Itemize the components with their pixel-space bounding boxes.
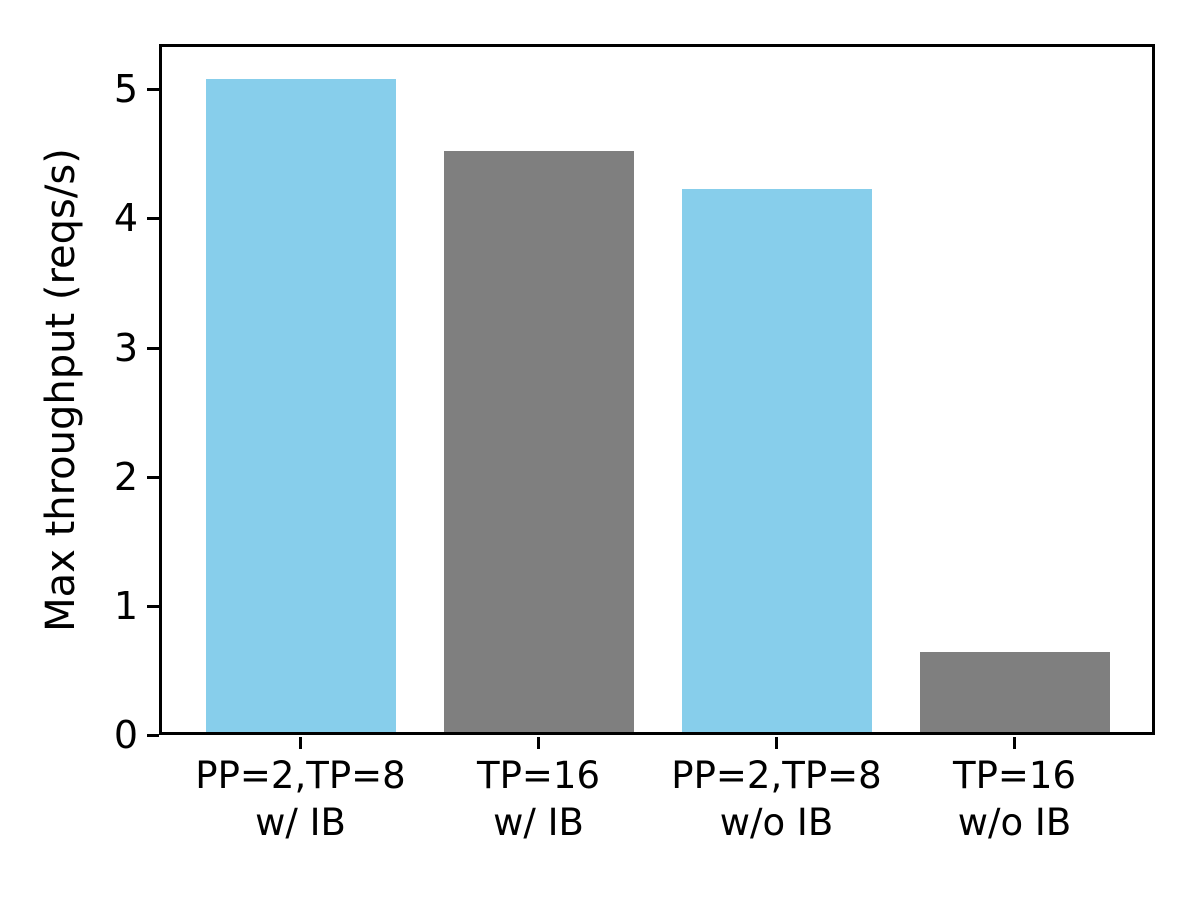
x-tick-label-0-line-1: w/ IB [255, 800, 346, 844]
x-tick-label-0-line-0: PP=2,TP=8 [195, 754, 406, 797]
x-tick-mark-2 [775, 737, 778, 749]
x-tick-label-2-line-1: w/o IB [719, 800, 834, 844]
y-tick-label-5: 5 [113, 67, 138, 111]
y-tick-label-1: 1 [113, 584, 138, 628]
y-tick-label-4: 4 [113, 196, 138, 240]
x-tick-label-3-line-0: TP=16 [953, 754, 1076, 797]
x-tick-label-3-line-1: w/o IB [957, 800, 1072, 844]
y-tick-mark-4 [147, 217, 159, 220]
y-tick-mark-3 [147, 347, 159, 350]
y-tick-mark-5 [147, 88, 159, 91]
x-tick-label-1: TP=16 w/ IB [477, 753, 600, 846]
bar-3 [920, 652, 1110, 735]
x-tick-label-0: PP=2,TP=8 w/ IB [195, 753, 405, 846]
x-tick-label-2-line-0: PP=2,TP=8 [671, 754, 882, 797]
x-tick-mark-0 [299, 737, 302, 749]
x-tick-label-3: TP=16 w/o IB [953, 753, 1076, 846]
x-tick-mark-1 [537, 737, 540, 749]
bar-2 [682, 189, 872, 735]
bar-0 [206, 79, 396, 735]
y-tick-mark-2 [147, 476, 159, 479]
x-tick-label-1-line-0: TP=16 [477, 754, 600, 797]
x-tick-mark-3 [1013, 737, 1016, 749]
bar-1 [444, 151, 634, 735]
y-tick-mark-1 [147, 605, 159, 608]
y-tick-label-3: 3 [113, 326, 138, 370]
y-axis-label: Max throughput (reqs/s) [38, 148, 84, 632]
y-tick-label-0: 0 [113, 713, 138, 757]
x-tick-label-1-line-1: w/ IB [493, 800, 584, 844]
y-tick-mark-0 [147, 734, 159, 737]
x-tick-label-2: PP=2,TP=8 w/o IB [671, 753, 881, 846]
y-tick-label-2: 2 [113, 455, 138, 499]
